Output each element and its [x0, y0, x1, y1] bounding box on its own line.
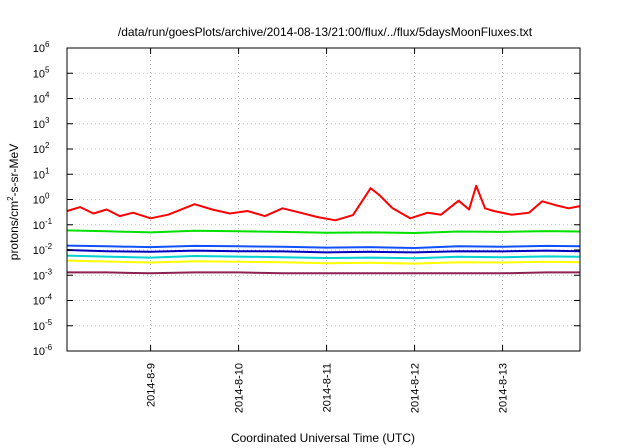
y-tick-label: 103 — [33, 116, 50, 131]
y-tick-label: 10-4 — [33, 293, 53, 308]
series-line-7 — [67, 271, 580, 275]
x-tick-label: 2014-8-10 — [234, 363, 246, 413]
series-line-4 — [66, 244, 581, 249]
y-tick-label: 10-3 — [33, 267, 53, 282]
y-tick-label: 10-6 — [33, 343, 53, 358]
series-group — [66, 184, 581, 275]
y-tick-label: 10-1 — [33, 217, 53, 232]
y-tick-label: 102 — [33, 141, 50, 156]
y-axis-ticks: 10-6 10-5 10-4 10-3 10-2 10-1 100 101 102 103 104 1… — [33, 40, 580, 358]
series-line-3 — [66, 249, 581, 254]
x-tick-label: 2014-8-13 — [498, 363, 510, 413]
y-tick-label: 104 — [33, 91, 50, 106]
series-line-1 — [66, 259, 581, 265]
x-tick-label: 2014-8-11 — [322, 363, 334, 412]
x-axis-label: Coordinated Universal Time (UTC) — [231, 431, 415, 445]
y-tick-label: 105 — [33, 65, 50, 80]
y-tick-label: 10-5 — [33, 318, 53, 333]
y-tick-label: 100 — [33, 192, 50, 207]
x-axis-ticks: 2014-8-9 2014-8-10 2014-8-11 2014-8-12 2014-… — [146, 48, 510, 413]
x-tick-label: 2014-8-9 — [146, 363, 158, 407]
y-tick-label: 10-2 — [33, 242, 53, 257]
y-tick-label: 101 — [33, 166, 50, 181]
chart-title: /data/run/goesPlots/archive/2014-08-13/2… — [118, 25, 533, 39]
y-axis-label: protons/cm2-s-sr-MeV — [6, 144, 21, 260]
series-line-5 — [66, 229, 581, 234]
series-line-6 — [66, 184, 581, 222]
y-tick-label: 106 — [33, 40, 50, 55]
grid-lines — [67, 48, 580, 351]
x-tick-label: 2014-8-12 — [410, 363, 422, 413]
series-line-2 — [66, 254, 581, 260]
